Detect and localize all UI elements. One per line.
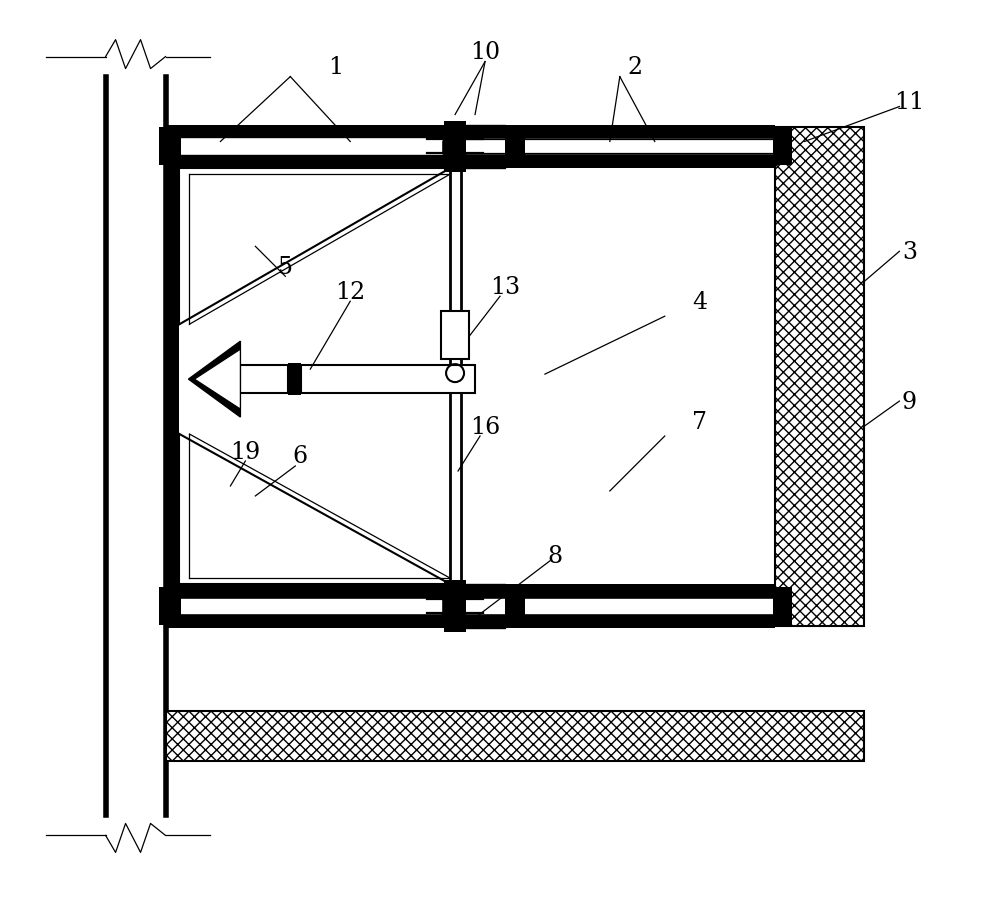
Bar bbox=[505, 585, 525, 627]
Text: 12: 12 bbox=[335, 281, 365, 303]
Bar bbox=[166, 711, 864, 761]
Bar bbox=[444, 580, 466, 632]
Text: 5: 5 bbox=[278, 255, 293, 279]
Bar bbox=[166, 169, 179, 584]
Bar bbox=[159, 128, 181, 167]
Bar bbox=[166, 584, 775, 628]
Bar bbox=[444, 121, 466, 173]
Bar bbox=[288, 363, 301, 395]
Bar bbox=[166, 126, 775, 169]
Bar bbox=[773, 588, 792, 625]
Bar bbox=[775, 128, 864, 626]
Text: 7: 7 bbox=[692, 410, 707, 433]
Bar bbox=[159, 588, 181, 625]
Text: 16: 16 bbox=[470, 415, 500, 438]
Bar bbox=[505, 127, 525, 169]
Text: 11: 11 bbox=[894, 91, 925, 114]
Polygon shape bbox=[194, 350, 240, 410]
Bar bbox=[301, 365, 475, 394]
Text: 2: 2 bbox=[627, 56, 642, 79]
Text: 6: 6 bbox=[293, 445, 308, 468]
Text: 9: 9 bbox=[902, 390, 917, 413]
Text: 8: 8 bbox=[547, 545, 562, 568]
Bar bbox=[441, 312, 469, 360]
Text: 1: 1 bbox=[328, 56, 343, 79]
Bar bbox=[773, 128, 792, 167]
Text: 19: 19 bbox=[230, 440, 261, 463]
Text: 3: 3 bbox=[902, 241, 917, 263]
Polygon shape bbox=[188, 342, 240, 417]
Text: 4: 4 bbox=[692, 291, 707, 313]
Bar bbox=[240, 365, 288, 394]
Text: 13: 13 bbox=[490, 275, 520, 299]
Text: 10: 10 bbox=[470, 41, 500, 64]
